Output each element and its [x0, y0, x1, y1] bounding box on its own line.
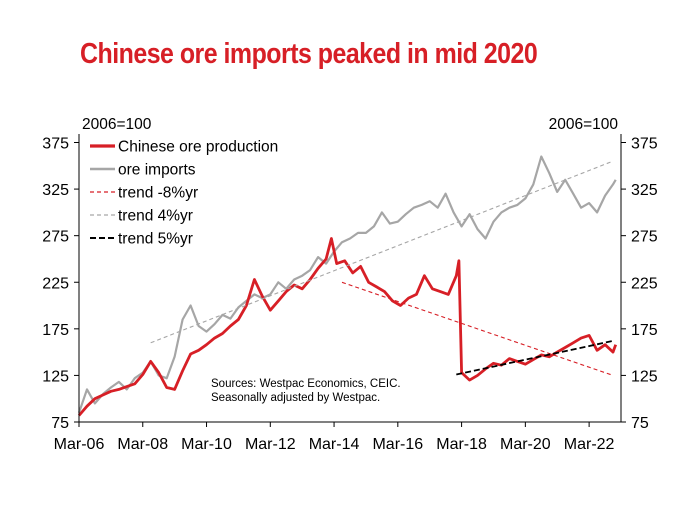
y-tick-label-right: 225: [631, 275, 658, 292]
y-axis-right-label: 2006=100: [549, 116, 619, 133]
legend: Chinese ore production ore imports trend -…: [90, 139, 278, 248]
x-tick-label: Mar-20: [500, 436, 551, 453]
y-tick-label-right: 325: [631, 182, 658, 199]
legend-label: trend 5%yr: [118, 231, 193, 248]
y-tick-label-right: 125: [631, 368, 658, 385]
x-tick-label: Mar-16: [372, 436, 423, 453]
y-tick-label-right: 75: [631, 415, 649, 432]
legend-label: trend -8%yr: [118, 185, 198, 202]
y-tick-label-left: 125: [42, 368, 69, 385]
x-tick-label: Mar-10: [181, 436, 232, 453]
series-line-trend-8-yr: [341, 281, 614, 376]
tick-labels: 75 75 125 125 175 175 225 225 275 275 325 325 375 375…: [42, 136, 658, 454]
legend-label: trend 4%yr: [118, 208, 193, 225]
source-note: Sources: Westpac Economics, CEIC. Season…: [211, 378, 401, 404]
x-tick-label: Mar-08: [117, 436, 168, 453]
x-tick-label: Mar-18: [436, 436, 487, 453]
y-axis-left-label: 2006=100: [82, 116, 152, 133]
y-tick-label-left: 225: [42, 275, 69, 292]
y-tick-label-left: 75: [51, 415, 69, 432]
y-tick-label-right: 275: [631, 229, 658, 246]
source-note-line-1: Sources: Westpac Economics, CEIC.: [211, 378, 401, 390]
legend-label: ore imports: [118, 162, 196, 179]
chart-title: Chinese ore imports peaked in mid 2020: [80, 38, 538, 70]
y-tick-label-left: 175: [42, 322, 69, 339]
y-tick-label-left: 325: [42, 182, 69, 199]
x-tick-label: Mar-12: [245, 436, 296, 453]
y-tick-label-right: 375: [631, 136, 658, 153]
series-line-trend-4-yr: [150, 160, 614, 344]
y-tick-label-left: 375: [42, 136, 69, 153]
series-line-chinese-ore-production: [77, 237, 618, 417]
source-note-line-2: Seasonally adjusted by Westpac.: [211, 392, 380, 404]
x-tick-label: Mar-14: [309, 436, 360, 453]
series-lines: [77, 155, 618, 417]
series-line-ore-imports: [77, 155, 617, 414]
axes: [78, 134, 622, 423]
y-tick-label-left: 275: [42, 229, 69, 246]
x-tick-label: Mar-22: [564, 436, 615, 453]
legend-label: Chinese ore production: [118, 139, 278, 156]
x-tick-label: Mar-06: [54, 436, 105, 453]
y-tick-label-right: 175: [631, 322, 658, 339]
